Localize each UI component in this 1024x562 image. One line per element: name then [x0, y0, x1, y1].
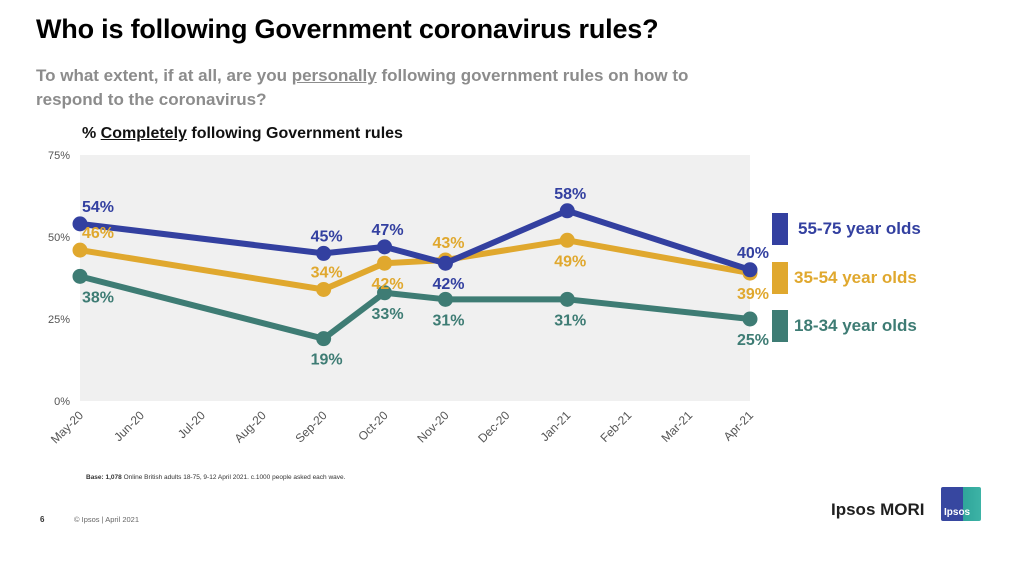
data-point	[559, 291, 575, 307]
data-point	[377, 255, 393, 271]
data-label: 40%	[737, 245, 769, 262]
y-tick-label: 50%	[48, 232, 70, 244]
series-line	[79, 273, 751, 342]
ipsos-logo-icon: Ipsos	[941, 487, 981, 521]
logo-text: Ipsos	[944, 507, 971, 518]
data-label: 43%	[432, 235, 464, 252]
data-point	[437, 255, 453, 271]
data-point	[72, 216, 88, 232]
data-label: 58%	[554, 186, 586, 203]
data-point	[72, 268, 88, 284]
data-point	[316, 245, 332, 261]
question-emphasis: personally	[291, 66, 377, 85]
data-label: 45%	[311, 228, 343, 245]
data-label: 33%	[372, 306, 404, 323]
x-tick-label: Jun-20	[111, 408, 147, 444]
data-label: 38%	[82, 289, 114, 306]
data-label: 54%	[82, 199, 114, 216]
data-label: 47%	[372, 222, 404, 239]
data-point	[742, 262, 758, 278]
legend-swatch	[772, 262, 788, 294]
data-label: 25%	[737, 332, 769, 349]
data-label: 31%	[554, 312, 586, 329]
chart-heading-post: following Government rules	[186, 125, 403, 142]
base-note-text: Online British adults 18-75, 9-12 April …	[121, 474, 346, 481]
x-tick-label: Aug-20	[232, 408, 269, 445]
data-point	[377, 239, 393, 255]
copyright-text: © Ipsos | April 2021	[74, 515, 140, 524]
data-point	[316, 331, 332, 347]
legend-label: 35-54 year olds	[794, 268, 917, 287]
question-text-pre: To what extent, if at all, are you	[36, 66, 292, 85]
question-text-post: following government rules on how to res…	[36, 66, 689, 109]
x-tick-label: Nov-20	[414, 408, 451, 445]
data-label: 49%	[554, 253, 586, 270]
brand-name: Ipsos MORI	[831, 500, 925, 519]
data-point	[316, 281, 332, 297]
data-label: 19%	[311, 352, 343, 369]
series-line	[79, 237, 751, 293]
y-tick-label: 25%	[48, 314, 70, 326]
base-note: Base: 1,078 Online British adults 18-75,…	[86, 474, 345, 481]
x-tick-label: Dec-20	[475, 408, 512, 445]
legend-swatch	[772, 213, 788, 245]
slide-title: Who is following Government coronavirus …	[36, 14, 659, 44]
x-tick-label: Mar-21	[658, 408, 695, 445]
data-point	[559, 203, 575, 219]
x-tick-label: Jul-20	[175, 408, 208, 441]
data-label: 34%	[311, 264, 343, 281]
series-line	[79, 207, 751, 273]
legend-swatch	[772, 310, 788, 342]
x-tick-label: Jan-21	[538, 408, 574, 444]
x-tick-label: May-20	[48, 408, 86, 446]
chart-heading: % Completely following Government rules	[82, 125, 403, 143]
chart-heading-emphasis: Completely	[100, 125, 187, 142]
data-point	[742, 311, 758, 327]
legend-label: 55-75 year olds	[798, 219, 921, 238]
data-label: 39%	[737, 286, 769, 303]
data-point	[72, 242, 88, 258]
x-tick-label: Oct-20	[355, 408, 391, 444]
x-tick-label: Feb-21	[598, 408, 635, 445]
data-point	[559, 232, 575, 248]
plot-area	[80, 155, 750, 401]
x-tick-label: Apr-21	[721, 408, 757, 444]
chart-heading-pre: %	[82, 125, 101, 142]
data-label: 46%	[82, 225, 114, 242]
data-label: 31%	[432, 312, 464, 329]
y-tick-label: 0%	[54, 396, 70, 408]
data-point	[437, 291, 453, 307]
legend-label: 18-34 year olds	[794, 316, 917, 335]
page-number: 6	[40, 515, 45, 524]
base-note-bold: Base: 1,078	[86, 474, 122, 481]
x-tick-label: Sep-20	[292, 408, 329, 445]
data-point	[377, 285, 393, 301]
data-label: 42%	[432, 276, 464, 293]
y-tick-label: 75%	[48, 150, 70, 162]
data-label: 42%	[372, 276, 404, 293]
survey-question: To what extent, if at all, are you perso…	[36, 64, 756, 112]
